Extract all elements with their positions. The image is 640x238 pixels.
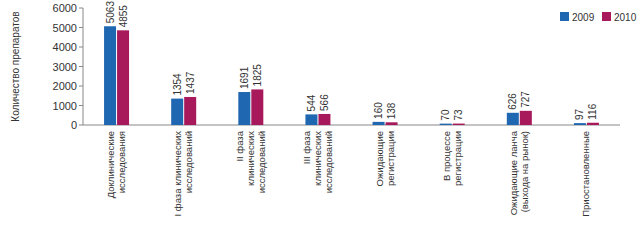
bar	[440, 124, 452, 125]
data-label: 4855	[118, 5, 129, 28]
bar	[238, 92, 250, 125]
y-tick-label: 0	[71, 119, 77, 131]
x-tick-label-line: В процессе	[441, 131, 452, 181]
x-tick-label-line: II фаза	[234, 130, 245, 161]
y-axis-title: Количество препаратов	[10, 11, 21, 121]
data-label: 97	[574, 109, 585, 121]
data-label: 1354	[172, 73, 183, 96]
data-label: 1691	[239, 66, 250, 89]
x-tick-label: II фазаклиническихисследований	[234, 130, 267, 193]
bar	[520, 111, 532, 125]
y-tick	[79, 86, 83, 87]
bar	[587, 123, 599, 125]
legend-swatch	[602, 12, 611, 21]
x-tick-label: Доклиническиеисследования	[105, 131, 127, 198]
x-tick-label: I фаза клиническихисследований	[172, 131, 194, 217]
x-tick-label-line: исследования	[116, 131, 127, 193]
x-axis-line	[83, 125, 620, 126]
legend-label: 2009	[572, 12, 595, 23]
x-tick-label: III фазаклиническихисследований	[301, 130, 334, 193]
data-label: 160	[373, 102, 384, 119]
y-tick	[79, 125, 83, 126]
bar	[117, 30, 129, 125]
chart: Количество препаратов 0 1000 2000 3000 4000 50…	[0, 0, 640, 238]
x-tick-label: Ожидающие ланча(выхода на рынок)	[508, 130, 530, 215]
bar	[251, 89, 263, 125]
legend-swatch	[560, 12, 569, 21]
bar	[386, 122, 398, 125]
x-tick-label-line: клинических	[245, 131, 256, 186]
x-tick-label-line: Приостановленные	[580, 131, 591, 217]
x-tick-label: Приостановленные	[580, 131, 591, 217]
data-label: 727	[520, 91, 531, 108]
x-tick-label-line: Ожидающие ланча	[508, 130, 519, 215]
data-label: 5063	[105, 1, 116, 24]
bar	[305, 114, 317, 125]
y-tick	[79, 8, 83, 9]
x-tick-label-line: регистрации	[385, 131, 396, 186]
data-label: 138	[386, 102, 397, 119]
data-label: 544	[306, 94, 317, 111]
x-tick-label-line: исследований	[256, 131, 267, 193]
data-label: 1437	[185, 71, 196, 94]
y-tick	[79, 105, 83, 106]
bar	[453, 124, 465, 125]
data-label: 1825	[252, 64, 263, 87]
y-tick-label: 3000	[53, 61, 77, 73]
x-tick-label-line: I фаза клинических	[172, 131, 183, 217]
y-tick	[79, 27, 83, 28]
x-tick-label-line: III фаза	[301, 130, 312, 164]
y-tick-label: 1000	[53, 100, 77, 112]
bar	[318, 114, 330, 125]
x-tick-label: Ожидающиерегистрации	[374, 131, 396, 186]
bar	[184, 97, 196, 125]
data-label: 566	[319, 94, 330, 111]
y-tick-label: 5000	[53, 22, 77, 34]
bar	[574, 123, 586, 125]
legend: 2009 2010	[560, 12, 637, 23]
x-tick-label-line: Ожидающие	[374, 131, 385, 186]
data-label: 116	[587, 103, 598, 119]
bar	[373, 122, 385, 125]
x-tick-label-line: Доклинические	[105, 131, 116, 198]
x-tick-label-line: (выхода на рынок)	[519, 131, 530, 212]
data-label: 70	[440, 109, 451, 121]
bar	[104, 26, 116, 125]
x-tick-label: В процессерегистрации	[441, 131, 463, 186]
x-tick-label-line: исследований	[183, 131, 194, 193]
x-tick-label-line: исследований	[323, 131, 334, 193]
data-label: 73	[453, 109, 464, 121]
x-tick-label-line: регистрации	[452, 131, 463, 186]
bar	[171, 99, 183, 125]
y-tick	[79, 66, 83, 67]
y-tick-label: 2000	[53, 80, 77, 92]
y-tick-label: 4000	[53, 41, 77, 53]
bars	[104, 26, 599, 125]
legend-label: 2010	[614, 12, 637, 23]
data-labels: 5063 1354 1691 544 160 70 626 97 4855 1437 1825 566…	[105, 1, 599, 121]
x-tick-label-line: клинических	[312, 131, 323, 186]
y-tick-label: 6000	[53, 2, 77, 14]
data-label: 626	[507, 93, 518, 110]
y-tick	[79, 47, 83, 48]
bar	[507, 113, 519, 125]
